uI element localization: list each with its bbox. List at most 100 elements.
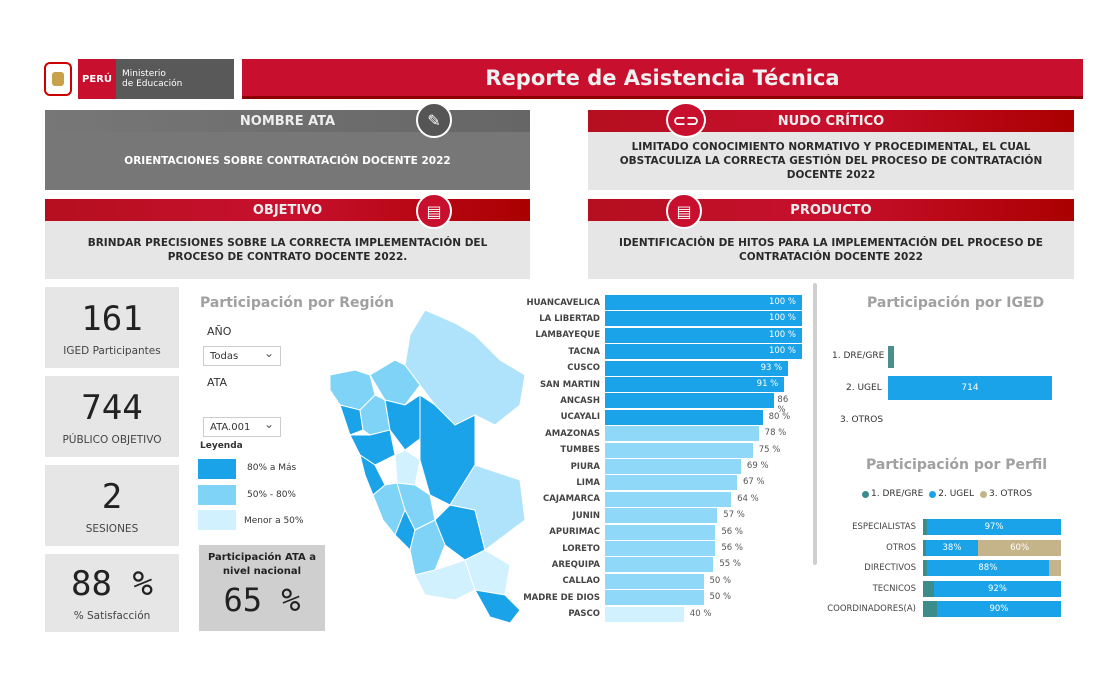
region-bar: 100 %: [605, 327, 802, 343]
region-bar-row[interactable]: LORETO 56 %: [510, 541, 743, 556]
region-bar-value: 67 %: [742, 477, 765, 488]
legend-label-high: 80% a Más: [247, 463, 297, 473]
iged-label-otros: 3. OTROS: [840, 415, 884, 425]
perfil-row[interactable]: OTROS 38% 60%: [825, 539, 1061, 556]
map-region-lalibertad: [349, 429, 396, 466]
nudo-critico-card: NUDO CRÍTICO LIMITADO CONOCIMIENTO NORMA…: [588, 110, 1074, 190]
iged-title: Participación por IGED: [867, 295, 1045, 311]
perfil-seg-dre: [923, 519, 928, 535]
region-bar-value: 69 %: [746, 461, 769, 471]
nudo-critico-text: LIMITADO CONOCIMIENTO NORMATIVO Y PROCED…: [588, 132, 1074, 190]
legend-label-mid: 50% - 80%: [247, 490, 296, 500]
region-bar-label: PIURA: [570, 461, 600, 472]
region-bar-row[interactable]: CAJAMARCA 64 %: [510, 491, 759, 507]
region-bar-value: 100 %: [768, 313, 796, 324]
ministry-line1: Ministerio: [122, 69, 166, 79]
objetivo-title: OBJETIVO: [45, 199, 530, 221]
region-bar: 64 %: [605, 491, 759, 507]
region-bar: 86 %: [605, 393, 788, 415]
region-bar-row[interactable]: APURIMAC 56 %: [510, 524, 743, 540]
region-bar-row[interactable]: JUNIN 57 %: [510, 508, 745, 524]
perfil-row[interactable]: COORDINADORES(A) 90%: [825, 601, 1061, 617]
iged-label-ugel: 2. UGEL: [846, 383, 882, 393]
nombre-ata-title: NOMBRE ATA: [45, 110, 530, 132]
perfil-seg-ugel: 92%: [934, 580, 1061, 597]
perfil-bar-chart: ESPECIALISTAS 97% OTROS 38% 60% DIRECTIVOS 88%…: [825, 519, 1075, 624]
perfil-row-label: TECNICOS: [872, 583, 916, 594]
peru-label: PERÚ: [78, 59, 116, 99]
link-icon: ⊂⊃: [666, 102, 706, 138]
region-bar-label: UCAYALI: [560, 412, 600, 423]
region-bar: 55 %: [605, 557, 741, 573]
region-bar-label: LAMBAYEQUE: [535, 330, 600, 341]
region-bar-row[interactable]: TUMBES 75 %: [510, 442, 780, 458]
region-bar-row[interactable]: TACNA 100 %: [510, 344, 802, 360]
producto-card: PRODUCTO IDENTIFICACIÒN DE HITOS PARA LA…: [588, 199, 1074, 279]
perfil-row[interactable]: ESPECIALISTAS 97%: [825, 519, 1061, 535]
scrollbar[interactable]: [813, 283, 817, 565]
region-bar-value: 80 %: [768, 411, 791, 422]
region-bar-row[interactable]: CUSCO 93 %: [510, 360, 789, 376]
region-bar-row[interactable]: MADRE DE DIOS 50 %: [510, 590, 731, 606]
region-title: Participación por Región: [200, 295, 394, 311]
region-bar: 57 %: [605, 508, 745, 524]
perfil-seg-ugel: 38%: [925, 539, 979, 556]
kpi-value: 744: [81, 387, 143, 428]
producto-text: IDENTIFICACIÒN DE HITOS PARA LA IMPLEMEN…: [588, 221, 1074, 279]
region-bar-value: 100 %: [768, 329, 796, 340]
peru-map[interactable]: [325, 305, 530, 625]
region-bar-row[interactable]: PASCO 40 %: [510, 606, 711, 622]
national-box: Participación ATA a nivel nacional 65 %: [199, 545, 325, 631]
iged-bar-ugel: 714: [888, 376, 1052, 400]
perfil-seg-dre: [923, 601, 937, 617]
perfil-seg-dre: [923, 539, 926, 556]
region-bar-row[interactable]: UCAYALI 80 %: [510, 409, 790, 425]
region-bar-label: ANCASH: [560, 395, 600, 406]
region-bar-row[interactable]: CALLAO 50 %: [510, 573, 731, 589]
region-bar-value: 57 %: [723, 510, 745, 521]
region-bar-row[interactable]: LIMA 67 %: [510, 475, 765, 491]
region-bar-value: 50 %: [709, 592, 732, 603]
region-bar-row[interactable]: LA LIBERTAD 100 %: [510, 311, 802, 327]
region-bar-label: LIMA: [576, 477, 600, 488]
region-bar-label: LORETO: [562, 543, 600, 554]
region-bar-row[interactable]: HUANCAVELICA 100 %: [510, 295, 802, 310]
nudo-critico-title: NUDO CRÍTICO: [588, 110, 1074, 132]
legend-dot-ugel: [929, 490, 937, 498]
region-bar-row[interactable]: PIURA 69 %: [510, 459, 769, 474]
region-bar-row[interactable]: SAN MARTIN 91 %: [510, 377, 785, 392]
iged-label-dre: 1. DRE/GRE: [832, 351, 885, 361]
legend-label-low: Menor a 50%: [244, 516, 304, 526]
region-bar-label: JUNIN: [572, 510, 600, 521]
ata-filter-label: ATA: [207, 376, 228, 389]
region-bar: 56 %: [605, 524, 743, 540]
region-bar: 100 %: [605, 295, 802, 310]
region-bar-row[interactable]: LAMBAYEQUE 100 %: [510, 327, 802, 343]
nombre-ata-text: ORIENTACIONES SOBRE CONTRATACIÓN DOCENTE…: [45, 132, 530, 190]
region-bar-value: 56 %: [721, 543, 743, 553]
region-bar-row[interactable]: AMAZONAS 78 %: [510, 426, 786, 442]
perfil-seg-dre: [923, 580, 935, 597]
year-filter-select[interactable]: Todas: [203, 346, 281, 366]
region-bar-row[interactable]: AREQUIPA 55 %: [510, 557, 741, 573]
legend-label-dre: 1. DRE/GRE: [871, 489, 924, 499]
peru-coat-of-arms-icon: [44, 62, 72, 96]
region-bar-label: TACNA: [568, 346, 600, 357]
producto-title: PRODUCTO: [588, 199, 1074, 221]
minedu-logo: PERÚ Ministerio de Educación: [44, 59, 234, 99]
region-bar-row[interactable]: ANCASH 86 %: [510, 393, 788, 415]
perfil-row[interactable]: TECNICOS 92%: [825, 580, 1061, 597]
perfil-title: Participación por Perfil: [866, 457, 1048, 473]
edit-icon: ✎: [416, 102, 452, 138]
perfil-row[interactable]: DIRECTIVOS 88%: [825, 560, 1061, 576]
region-bar-label: CALLAO: [562, 576, 600, 587]
region-bar-label: AMAZONAS: [545, 428, 600, 439]
region-bar-chart: HUANCAVELICA 100 % LA LIBERTAD 100 % LAMBAYE…: [510, 295, 815, 625]
ministry-label: Ministerio de Educación: [116, 59, 234, 99]
region-bar: 100 %: [605, 344, 802, 360]
ata-filter-select[interactable]: ATA.001: [203, 417, 281, 437]
legend-label-otros: 3. OTROS: [988, 489, 1033, 499]
region-bar-value: 91 %: [756, 379, 779, 389]
region-bar-label: CUSCO: [567, 363, 600, 374]
kpi-value: 161: [81, 298, 143, 339]
